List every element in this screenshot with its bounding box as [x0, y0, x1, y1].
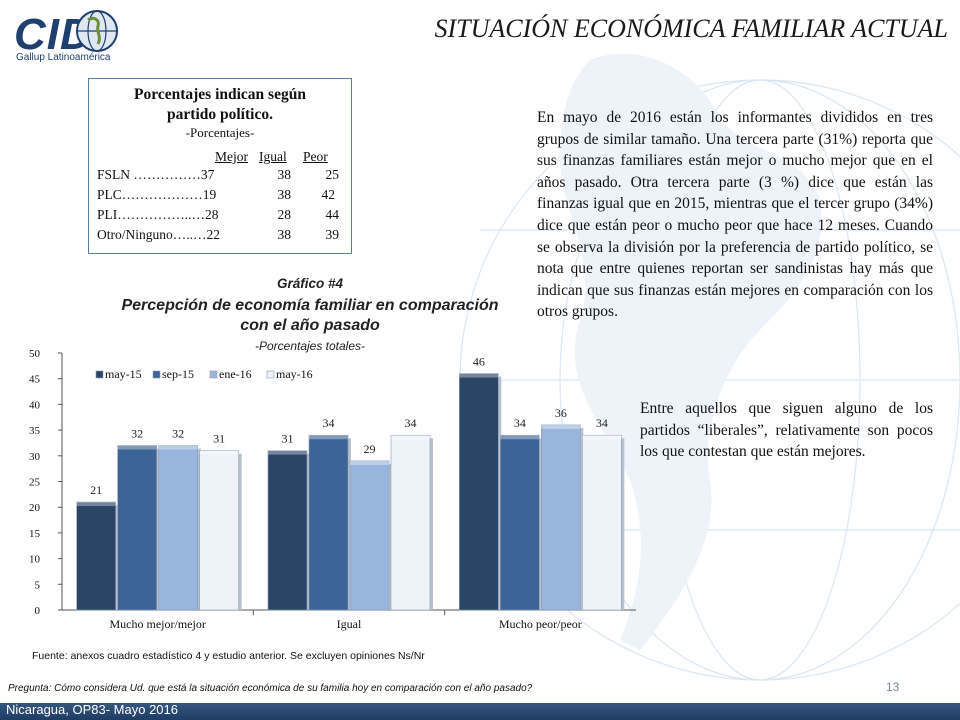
- data-label: 46: [473, 355, 485, 369]
- y-tick-label: 5: [35, 579, 41, 591]
- chart-subtitle: -Porcentajes totales-: [254, 339, 366, 353]
- analysis-paragraph-1: En mayo de 2016 están los informantes di…: [537, 109, 933, 321]
- bar: [199, 450, 239, 611]
- y-tick-label: 15: [29, 528, 41, 540]
- data-label: 21: [90, 483, 102, 497]
- data-label: 34: [405, 416, 417, 430]
- legend-swatch: [209, 370, 218, 379]
- footer-text: Nicaragua, OP83- Mayo 2016: [6, 702, 178, 717]
- data-label: 36: [555, 406, 567, 420]
- legend-swatch: [152, 370, 161, 379]
- party-box-title-2: partido político.: [167, 106, 273, 123]
- legend-swatch: [95, 370, 104, 379]
- y-tick-label: 0: [35, 605, 41, 617]
- party-row-peor: 39: [325, 227, 340, 242]
- party-row-label: PLI……………..…28: [97, 207, 219, 222]
- bar: [541, 424, 581, 611]
- bar-highlight: [541, 424, 581, 429]
- legend-label: sep-15: [162, 367, 194, 381]
- bar: [158, 445, 198, 611]
- bar: [500, 434, 540, 611]
- data-label: 31: [282, 432, 294, 446]
- bar-highlight: [268, 450, 307, 455]
- y-tick-label: 45: [29, 374, 41, 386]
- bar-highlight: [582, 435, 622, 440]
- legend-label: may-15: [105, 367, 142, 381]
- party-box-title-1: Porcentajes indican según: [134, 86, 306, 103]
- x-tick-label: Mucho mejor/mejor: [110, 617, 206, 631]
- data-label: 34: [514, 416, 526, 430]
- bar-highlight: [158, 445, 198, 450]
- data-label: 32: [131, 427, 143, 441]
- party-percentages-box: Porcentajes indican según partido políti…: [88, 78, 352, 254]
- source-note: Fuente: anexos cuadro estadístico 4 y es…: [32, 650, 425, 662]
- party-row-igual: 38: [277, 187, 292, 202]
- bar: [349, 460, 390, 611]
- bar: [459, 373, 499, 611]
- bar: [390, 434, 431, 611]
- y-tick-label: 10: [29, 554, 41, 566]
- bar-highlight: [350, 460, 389, 465]
- bar: [267, 450, 308, 611]
- party-row-label: FSLN ……………37: [97, 167, 215, 182]
- question-note: Pregunta: Cómo considera Ud. que está la…: [8, 683, 533, 694]
- bar-highlight: [76, 502, 116, 507]
- x-tick-label: Mucho peor/peor: [499, 617, 582, 631]
- bar-highlight: [199, 450, 239, 455]
- bar: [76, 501, 116, 611]
- page-number: 13: [886, 680, 900, 694]
- party-row-peor: 42: [321, 187, 336, 202]
- y-tick-label: 30: [29, 451, 41, 463]
- cid-logo: CID Gallup Latinoamérica: [6, 4, 136, 64]
- data-label: 34: [323, 416, 335, 430]
- party-row-label: PLC………………19: [97, 187, 217, 202]
- party-row-igual: 38: [277, 167, 292, 182]
- header-mejor: Mejor: [215, 149, 248, 164]
- globe-icon: [76, 10, 118, 52]
- party-row-peor: 44: [325, 207, 340, 222]
- party-row-igual: 28: [277, 207, 292, 222]
- legend-label: ene-16: [219, 367, 252, 381]
- footer-bar: [0, 703, 960, 720]
- data-label: 32: [172, 427, 184, 441]
- bar: [117, 445, 157, 611]
- party-box-subtitle: -Porcentajes-: [185, 125, 255, 140]
- data-label: 29: [364, 442, 376, 456]
- analysis-paragraph-2: Entre aquellos que siguen alguno de los …: [640, 400, 933, 461]
- y-tick-label: 25: [29, 477, 41, 489]
- y-tick-label: 35: [29, 425, 41, 437]
- bar-highlight: [391, 435, 430, 440]
- chart-title-1: Percepción de economía familiar en compa…: [121, 297, 499, 314]
- y-tick-label: 50: [29, 348, 41, 360]
- party-row-peor: 25: [325, 167, 340, 182]
- bar-highlight: [309, 435, 348, 440]
- bar: [308, 434, 349, 611]
- y-tick-label: 20: [29, 502, 41, 514]
- party-row-label: Otro/Ninguno…..…22: [97, 227, 220, 242]
- logo-subtitle: Gallup Latinoamérica: [16, 52, 111, 63]
- chart-title-2: con el año pasado: [240, 317, 380, 334]
- data-label: 31: [213, 432, 225, 446]
- party-row-igual: 38: [277, 227, 292, 242]
- data-label: 34: [596, 416, 608, 430]
- slide-title: SITUACIÓN ECONÓMICA FAMILIAR ACTUAL: [434, 14, 948, 43]
- legend-label: may-16: [276, 367, 313, 381]
- y-tick-label: 40: [29, 399, 41, 411]
- bar-highlight: [459, 373, 499, 378]
- bar-highlight: [500, 435, 540, 440]
- header-igual: Igual: [259, 149, 287, 164]
- bar-highlight: [117, 445, 157, 450]
- legend-swatch: [266, 370, 275, 379]
- chart-kicker: Gráfico #4: [276, 276, 344, 291]
- header-peor: Peor: [303, 149, 328, 164]
- bar: [582, 434, 622, 611]
- x-tick-label: Igual: [337, 617, 362, 631]
